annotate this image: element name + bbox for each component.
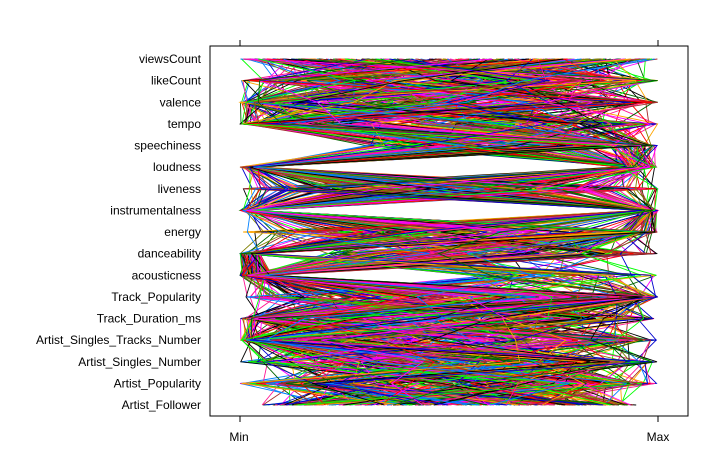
- series-line: [241, 58, 647, 406]
- series-line: [241, 58, 647, 406]
- variable-label-likecount: likeCount: [151, 74, 202, 88]
- variable-label-danceability: danceability: [138, 247, 201, 261]
- plot-frame: [209, 45, 689, 417]
- variable-label-artist_singles_number: Artist_Singles_Number: [78, 355, 201, 369]
- series-line: [241, 58, 653, 406]
- series-line: [248, 58, 657, 406]
- series-line: [239, 58, 654, 406]
- series-line: [244, 58, 656, 406]
- series-line: [246, 58, 658, 406]
- variable-label-viewscount: viewsCount: [139, 52, 202, 66]
- series-line: [240, 58, 645, 406]
- x-tick-label-min: Min: [229, 430, 248, 444]
- series-line: [248, 58, 644, 406]
- series-line: [257, 58, 654, 406]
- series-line: [240, 58, 653, 406]
- variable-label-speechiness: speechiness: [134, 139, 201, 153]
- series-line: [243, 58, 648, 406]
- variable-label-loudness: loudness: [153, 160, 201, 174]
- series-line: [240, 58, 658, 406]
- variable-label-track_duration_ms: Track_Duration_ms: [97, 312, 201, 326]
- variable-label-acousticness: acousticness: [132, 268, 201, 282]
- variable-labels: Artist_Follower Artist_Popularity Artist_S…: [36, 52, 202, 412]
- series-line: [247, 58, 651, 406]
- variable-label-track_popularity: Track_Popularity: [111, 290, 201, 304]
- variable-label-artist_singles_tracks_number: Artist_Singles_Tracks_Number: [36, 333, 201, 347]
- series-line: [247, 58, 655, 406]
- variable-label-tempo: tempo: [168, 117, 202, 131]
- series-line: [242, 58, 619, 406]
- variable-label-liveness: liveness: [158, 182, 201, 196]
- series-line: [242, 58, 654, 406]
- x-tick-label-max: Max: [647, 430, 670, 444]
- variable-label-instrumentalness: instrumentalness: [110, 203, 201, 217]
- series-line: [249, 58, 656, 406]
- variable-label-artist_follower: Artist_Follower: [122, 398, 201, 412]
- variable-label-artist_popularity: Artist_Popularity: [114, 376, 201, 390]
- series-line: [250, 58, 652, 406]
- series-lines: [238, 58, 660, 406]
- variable-label-energy: energy: [164, 225, 201, 239]
- variable-label-valence: valence: [160, 95, 202, 109]
